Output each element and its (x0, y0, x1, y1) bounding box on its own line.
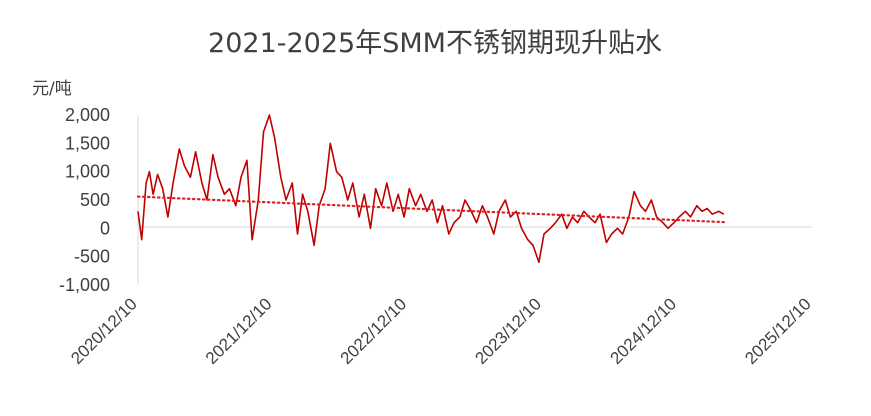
x-axis: 2020/12/10 2021/12/10 2022/12/10 2023/12/10… (67, 294, 815, 368)
x-tick-label: 2022/12/10 (337, 294, 411, 368)
y-tick-label: -1,000 (59, 275, 110, 295)
x-tick-label: 2020/12/10 (67, 294, 141, 368)
y-tick-label: -500 (74, 247, 110, 267)
x-tick-label: 2021/12/10 (202, 294, 276, 368)
y-tick-label: 1,500 (65, 133, 110, 153)
y-tick-label: 2,000 (65, 105, 110, 125)
series-line-0 (137, 114, 725, 264)
y-tick-label: 500 (80, 190, 110, 210)
x-tick-label: 2024/12/10 (606, 294, 680, 368)
y-axis: 2,000 1,500 1,000 500 0 -500 -1,000 (59, 105, 110, 295)
series-layer (136, 114, 725, 264)
y-tick-label: 1,000 (65, 162, 110, 182)
trendline (136, 195, 725, 224)
chart-title: 2021-2025年SMM不锈钢期现升贴水 (208, 28, 662, 59)
y-tick-label: 0 (100, 218, 110, 238)
y-axis-unit: 元/吨 (32, 79, 72, 99)
x-tick-label: 2025/12/10 (741, 294, 815, 368)
x-tick-label: 2023/12/10 (471, 294, 545, 368)
